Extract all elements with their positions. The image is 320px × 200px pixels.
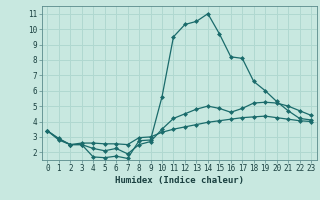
X-axis label: Humidex (Indice chaleur): Humidex (Indice chaleur) (115, 176, 244, 185)
